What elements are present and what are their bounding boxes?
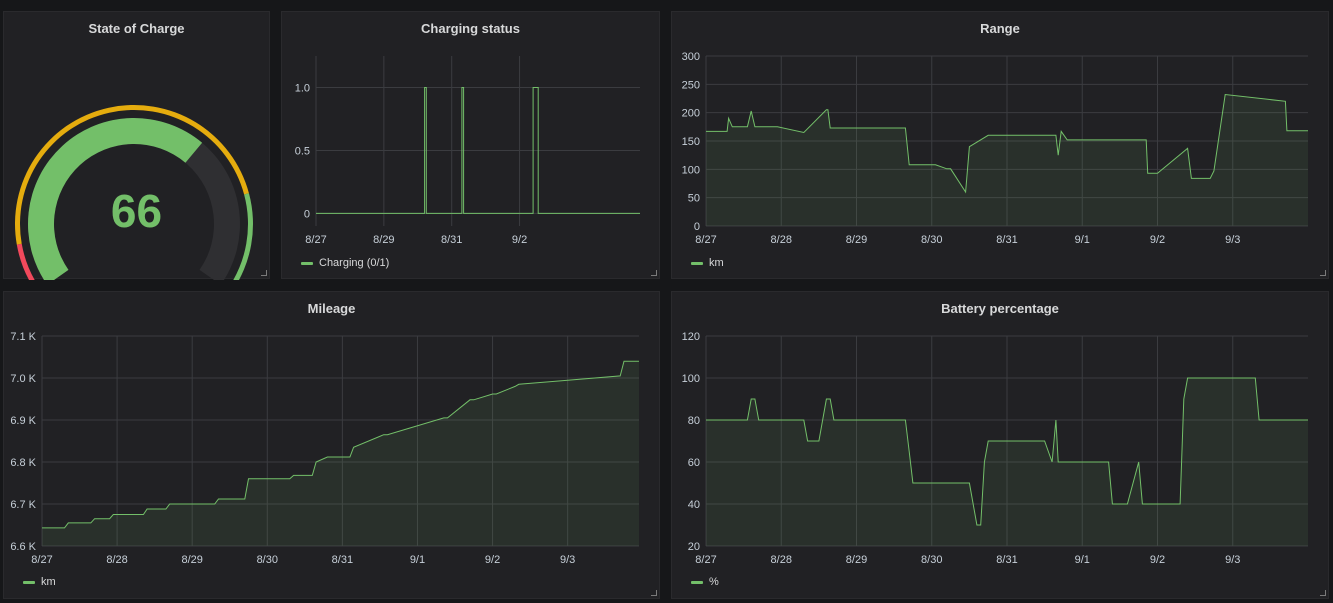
gauge-value: 66 [110,185,163,237]
panel-title[interactable]: Battery percentage [941,301,1059,316]
panel-title[interactable]: State of Charge [88,21,185,36]
y-tick-label: 40 [688,499,700,511]
legend-label: % [709,576,719,588]
y-tick-label: 7.0 K [10,373,36,385]
series-area-fill [42,361,639,546]
legend-swatch [691,580,703,584]
gauge-threshold-band [233,193,253,280]
y-tick-label: 50 [688,193,700,205]
x-tick-label: 8/31 [996,554,1017,566]
legend-swatch [301,261,313,265]
x-tick-label: 8/30 [921,554,942,566]
resize-corner-icon[interactable] [651,270,657,276]
legend-swatch [691,261,703,265]
x-tick-label: 8/27 [305,234,326,246]
resize-corner-icon[interactable] [651,590,657,596]
y-tick-label: 1.0 [295,82,310,94]
series-area-fill [706,94,1308,226]
y-tick-label: 100 [682,373,700,385]
x-tick-label: 9/3 [1225,554,1240,566]
y-tick-label: 6.9 K [10,415,36,427]
y-tick-label: 0 [304,208,310,220]
panel-range[interactable]: Range 0 50 100 150 200 250 300 8/27 8/28 8/29 8/30… [671,11,1329,279]
legend-label: km [709,257,724,269]
y-tick-label: 6.6 K [10,541,36,553]
x-tick-label: 8/29 [846,234,867,246]
soc-gauge [14,104,253,280]
series-line [42,360,639,529]
range-chart: 0 50 100 150 200 250 300 8/27 8/28 8/29 8/30 8/31 9/… [682,51,1308,246]
chart-legend[interactable]: % [691,576,719,588]
x-tick-label: 8/28 [771,554,792,566]
x-tick-label: 9/1 [1075,554,1090,566]
x-tick-label: 8/28 [106,554,127,566]
panel-state-of-charge[interactable]: State of Charge 66 [3,11,270,280]
x-tick-label: 8/27 [695,234,716,246]
legend-label: km [41,576,56,588]
y-tick-label: 80 [688,415,700,427]
x-tick-label: 8/29 [181,554,202,566]
x-tick-label: 9/2 [512,234,527,246]
resize-corner-icon[interactable] [261,270,267,276]
x-tick-label: 8/30 [921,234,942,246]
y-tick-label: 100 [682,164,700,176]
panel-title[interactable]: Charging status [421,21,520,36]
y-tick-label: 20 [688,541,700,553]
x-tick-label: 8/27 [31,554,52,566]
panel-mileage[interactable]: Mileage 6.6 K 6.7 K 6.8 K 6.9 K 7.0 K 7.1 K 8/… [3,291,660,599]
y-tick-label: 250 [682,79,700,91]
x-tick-label: 8/31 [996,234,1017,246]
x-tick-label: 9/3 [1225,234,1240,246]
battery-chart: 20 40 60 80 100 120 8/27 8/28 8/29 8/30 8/31 9/1 9/2… [682,331,1308,566]
panel-title[interactable]: Range [980,21,1020,36]
y-tick-label: 6.7 K [10,499,36,511]
y-tick-label: 300 [682,51,700,63]
x-tick-label: 9/2 [1150,234,1165,246]
y-tick-label: 6.8 K [10,457,36,469]
x-tick-label: 9/3 [560,554,575,566]
y-tick-label: 0 [694,221,700,233]
x-tick-label: 8/29 [373,234,394,246]
resize-corner-icon[interactable] [1320,270,1326,276]
y-tick-label: 200 [682,108,700,120]
legend-label: Charging (0/1) [319,257,390,269]
x-tick-label: 9/2 [1150,554,1165,566]
mileage-chart: 6.6 K 6.7 K 6.8 K 6.9 K 7.0 K 7.1 K 8/27 8/28 8/… [10,331,639,566]
y-tick-label: 150 [682,136,700,148]
y-tick-label: 120 [682,331,700,343]
chart-legend[interactable]: km [23,576,56,588]
x-tick-label: 8/29 [846,554,867,566]
gauge-value-arc [28,118,203,280]
chart-legend[interactable]: Charging (0/1) [301,257,389,269]
x-tick-label: 9/1 [410,554,425,566]
series-line [706,377,1308,526]
charging-chart: 0 0.5 1.0 8/27 8/29 8/31 9/2 [295,56,640,246]
y-tick-label: 7.1 K [10,331,36,343]
x-tick-label: 9/2 [485,554,500,566]
gauge-threshold-band [16,243,35,280]
resize-corner-icon[interactable] [1320,590,1326,596]
x-tick-label: 8/28 [771,234,792,246]
x-tick-label: 8/31 [441,234,462,246]
x-tick-label: 9/1 [1075,234,1090,246]
panel-battery-percentage[interactable]: Battery percentage 20 40 60 80 100 120 8/27 8/2… [671,291,1329,599]
x-tick-label: 8/27 [695,554,716,566]
panel-charging-status[interactable]: Charging status 0 0.5 1.0 8/27 8/29 8/31 9/2 C… [281,11,660,279]
series-line [316,87,640,214]
panel-title[interactable]: Mileage [307,301,356,316]
x-tick-label: 8/30 [257,554,278,566]
legend-swatch [23,580,35,584]
x-tick-label: 8/31 [332,554,353,566]
chart-legend[interactable]: km [691,257,724,269]
y-tick-label: 60 [688,457,700,469]
series-line [706,93,1308,194]
y-tick-label: 0.5 [295,145,310,157]
